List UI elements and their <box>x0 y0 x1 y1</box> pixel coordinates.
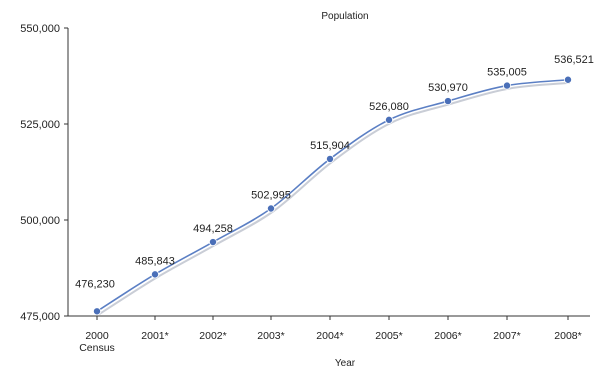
x-tick-label: 2003* <box>257 330 284 342</box>
data-point <box>502 81 511 90</box>
data-label: 526,080 <box>369 101 409 113</box>
y-tick-label: 500,000 <box>20 215 60 227</box>
x-tick-label: 2004* <box>316 330 343 342</box>
data-label: 530,970 <box>428 82 468 94</box>
data-label: 536,521 <box>554 54 594 66</box>
y-tick-label: 550,000 <box>20 23 60 35</box>
data-label: 535,005 <box>487 67 527 79</box>
x-tick-label: 2001* <box>141 330 168 342</box>
data-point <box>150 270 159 279</box>
chart-title: Population <box>321 11 368 22</box>
data-label: 515,904 <box>310 140 350 152</box>
x-tick-label: 2005* <box>375 330 402 342</box>
data-point <box>325 154 334 163</box>
data-label: 502,995 <box>251 189 291 201</box>
x-tick-label: 2002* <box>199 330 226 342</box>
data-point <box>564 75 573 84</box>
data-point <box>266 204 275 213</box>
data-point <box>208 238 217 247</box>
x-tick-label: 2000 Census <box>79 330 115 354</box>
data-point <box>443 97 452 106</box>
series-line-shadow <box>98 81 571 316</box>
series-line <box>96 78 569 312</box>
data-label: 476,230 <box>75 278 115 290</box>
x-tick-label: 2007* <box>493 330 520 342</box>
data-point <box>93 307 102 316</box>
x-tick-label: 2006* <box>434 330 461 342</box>
y-tick-label: 525,000 <box>20 119 60 131</box>
y-tick-label: 475,000 <box>20 311 60 323</box>
x-axis-label: Year <box>335 358 356 369</box>
data-label: 485,843 <box>135 255 175 267</box>
data-label: 494,258 <box>193 223 233 235</box>
x-tick-label: 2008* <box>554 330 581 342</box>
data-point <box>384 115 393 124</box>
